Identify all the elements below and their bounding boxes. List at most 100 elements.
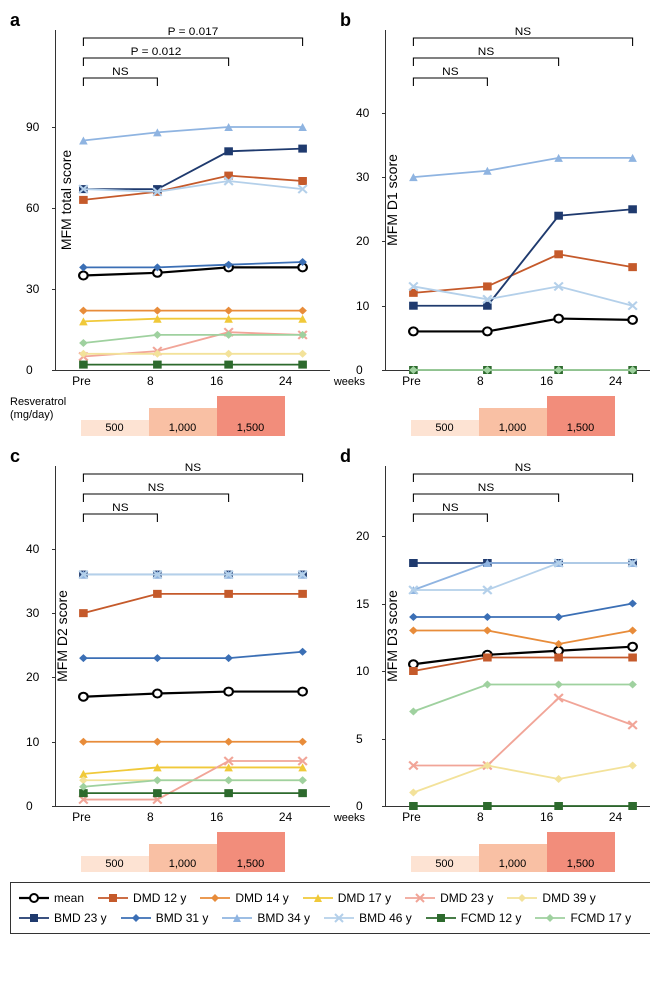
x-tick-label: 24: [609, 374, 622, 388]
series-marker: [483, 282, 492, 290]
x-tick-label: Pre: [402, 374, 421, 388]
x-tick-label: 24: [609, 810, 622, 824]
series-marker: [409, 667, 418, 675]
legend-label: mean: [54, 891, 84, 905]
series-line: [83, 181, 302, 192]
series-marker: [153, 776, 162, 784]
y-tick-label: 20: [356, 234, 369, 248]
series-marker: [298, 789, 307, 797]
panel-label: c: [10, 446, 20, 467]
series-marker: [298, 590, 307, 598]
legend-item: BMD 34 y: [222, 911, 310, 925]
legend: mean DMD 12 y DMD 14 y DMD 17 y DMD 23 y DMD …: [10, 882, 650, 934]
series-line: [83, 176, 302, 200]
series-line: [413, 766, 632, 793]
series-marker: [483, 613, 492, 621]
series-marker: [554, 250, 563, 258]
legend-label: BMD 23 y: [54, 911, 107, 925]
x-tick-label: 8: [147, 810, 154, 824]
legend-label: DMD 39 y: [542, 891, 595, 905]
series-marker: [628, 263, 637, 271]
legend-item: FCMD 17 y: [535, 911, 631, 925]
series-line: [413, 631, 632, 645]
dosage-block: 1,000: [149, 844, 217, 872]
series-marker: [483, 802, 492, 810]
legend-label: BMD 31 y: [156, 911, 209, 925]
legend-item: DMD 17 y: [303, 891, 391, 905]
series-marker: [79, 263, 88, 271]
significance-label: NS: [442, 502, 459, 514]
series-marker: [554, 694, 563, 702]
series-marker: [79, 609, 88, 617]
legend-label: DMD 12 y: [133, 891, 186, 905]
series-marker: [628, 627, 637, 635]
series-marker: [628, 600, 637, 608]
series-marker: [79, 654, 88, 662]
series-marker: [298, 776, 307, 784]
chart-grid: aMFM total score0306090Pre81624weeksNSP …: [10, 10, 650, 872]
y-tick-label: 10: [356, 664, 369, 678]
series-marker: [298, 307, 307, 315]
series-marker: [153, 654, 162, 662]
series-line: [83, 332, 302, 356]
legend-marker-icon: [303, 892, 333, 904]
dosage-block: 1,500: [547, 396, 615, 436]
dosage-block: 500: [81, 420, 149, 436]
legend-marker-icon: [200, 892, 230, 904]
chart-area: MFM D3 score05101520Pre81624weeksNSNSNS: [385, 466, 650, 807]
x-tick-label: 8: [147, 374, 154, 388]
legend-marker-icon: [19, 892, 49, 904]
series-marker: [409, 708, 418, 716]
series-marker: [79, 693, 88, 701]
series-marker: [628, 681, 637, 689]
series-marker: [628, 721, 637, 729]
dosage-block: 1,000: [149, 408, 217, 436]
dosage-block: 1,000: [479, 408, 547, 436]
significance-label: NS: [112, 66, 129, 78]
series-marker: [409, 789, 418, 797]
series-marker: [224, 350, 233, 358]
y-tick-label: 20: [356, 529, 369, 543]
series-marker: [409, 627, 418, 635]
series-marker: [554, 775, 563, 783]
x-tick-label: 16: [540, 374, 553, 388]
series-marker: [628, 205, 637, 213]
y-tick-label: 10: [356, 299, 369, 313]
panel-a: aMFM total score0306090Pre81624weeksNSP …: [10, 10, 330, 436]
series-line: [83, 692, 302, 697]
series-line: [83, 652, 302, 658]
legend-marker-icon: [222, 912, 252, 924]
y-tick-label: 0: [356, 363, 363, 377]
legend-item: DMD 23 y: [405, 891, 493, 905]
legend-label: DMD 14 y: [235, 891, 288, 905]
x-tick-label: Pre: [72, 810, 91, 824]
series-line: [83, 594, 302, 613]
series-line: [413, 604, 632, 618]
legend-item: BMD 31 y: [121, 911, 209, 925]
dosage-label: Resveratrol(mg/day): [10, 396, 66, 422]
dosage-block: 500: [411, 856, 479, 872]
legend-item: BMD 46 y: [324, 911, 412, 925]
series-marker: [153, 789, 162, 797]
series-marker: [628, 802, 637, 810]
series-marker: [224, 147, 233, 155]
series-marker: [483, 654, 492, 662]
series-marker: [483, 681, 492, 689]
significance-label: NS: [112, 502, 129, 514]
y-tick-label: 40: [26, 542, 39, 556]
series-line: [413, 158, 632, 177]
dosage-bar: 5001,0001,500: [385, 396, 650, 436]
panel-b: bMFM D1 score010203040Pre81624weeksNSNSN…: [340, 10, 650, 436]
chart-area: MFM D1 score010203040Pre81624weeksNSNSNS: [385, 30, 650, 371]
series-marker: [224, 590, 233, 598]
series-marker: [483, 627, 492, 635]
series-marker: [153, 738, 162, 746]
legend-item: DMD 14 y: [200, 891, 288, 905]
series-line: [83, 767, 302, 773]
legend-label: BMD 46 y: [359, 911, 412, 925]
series-marker: [298, 177, 307, 185]
series-marker: [409, 613, 418, 621]
series-marker: [298, 145, 307, 153]
y-tick-label: 5: [356, 732, 363, 746]
series-line: [413, 647, 632, 665]
